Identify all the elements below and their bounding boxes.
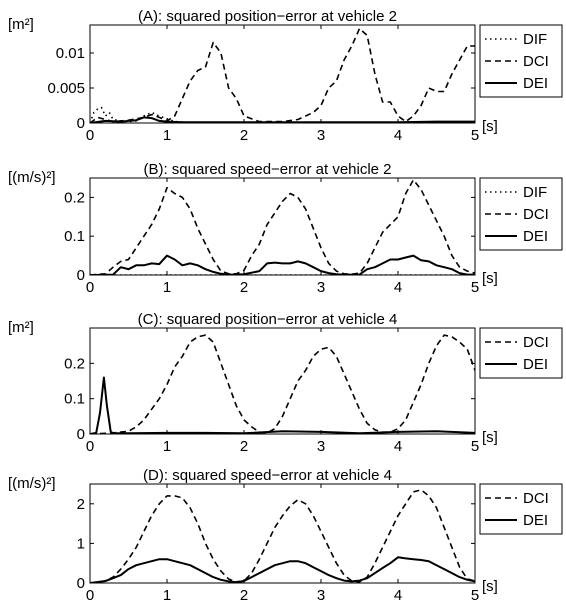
series-line-dci	[90, 27, 475, 123]
x-tick-label: 2	[240, 438, 248, 455]
series-line-dci	[90, 489, 475, 583]
panel-title: (C): squared position−error at vehicle 4	[138, 311, 398, 328]
x-tick-label: 3	[317, 438, 325, 455]
y-tick-label: 0.1	[64, 391, 85, 408]
legend-label: DCI	[523, 206, 549, 223]
panel-a: (A): squared position−error at vehicle 2…	[8, 8, 563, 144]
x-tick-label: 1	[163, 587, 171, 604]
x-tick-label: 5	[471, 279, 479, 296]
y-tick-label: 0	[77, 575, 85, 592]
legend-box	[479, 327, 563, 379]
legend-label: DCI	[523, 490, 549, 507]
x-tick-label: 4	[394, 438, 402, 455]
series-line-dei	[90, 254, 475, 275]
x-unit-label: [s]	[482, 118, 498, 135]
plot-frame	[89, 483, 476, 584]
legend-box	[479, 177, 563, 251]
x-tick-label: 2	[240, 279, 248, 296]
x-tick-label: 0	[86, 279, 94, 296]
legend-label: DEI	[523, 228, 548, 245]
legend-label: DEI	[523, 75, 548, 92]
x-tick-label: 3	[317, 587, 325, 604]
legend-label: DIF	[523, 184, 547, 201]
legend-box	[479, 24, 563, 98]
y-unit-label: [(m/s)²]	[8, 169, 55, 186]
x-unit-label: [s]	[482, 578, 498, 595]
y-tick-label: 2	[77, 496, 85, 513]
x-tick-label: 5	[471, 438, 479, 455]
plot-frame	[89, 327, 476, 435]
x-tick-label: 1	[163, 438, 171, 455]
y-tick-label: 0	[77, 426, 85, 443]
x-tick-label: 5	[471, 587, 479, 604]
plot-frame	[89, 177, 476, 276]
x-tick-label: 0	[86, 587, 94, 604]
y-unit-label: [m²]	[8, 319, 34, 336]
x-tick-label: 0	[86, 127, 94, 144]
series-line-dei	[90, 556, 475, 583]
y-tick-label: 0.1	[64, 228, 85, 245]
x-tick-label: 1	[163, 127, 171, 144]
y-tick-label: 0	[77, 267, 85, 284]
legend-label: DCI	[523, 53, 549, 70]
panel-title: (D): squared speed−error at vehicle 4	[143, 467, 392, 484]
panel-c: (C): squared position−error at vehicle 4…	[8, 311, 563, 455]
x-tick-label: 3	[317, 127, 325, 144]
plot-frame	[89, 24, 476, 124]
x-tick-label: 0	[86, 438, 94, 455]
series-line-dci	[90, 179, 475, 275]
panel-b: (B): squared speed−error at vehicle 2 [(m…	[8, 161, 563, 296]
legend-label: DEI	[523, 512, 548, 529]
legend-box	[479, 483, 563, 535]
y-tick-label: 0.005	[47, 80, 85, 97]
x-tick-label: 5	[471, 127, 479, 144]
y-tick-label: 1	[77, 535, 85, 552]
series-line-dei	[90, 116, 475, 123]
x-tick-label: 4	[394, 127, 402, 144]
panel-d: (D): squared speed−error at vehicle 4 [(m…	[8, 467, 563, 604]
series-line-dci	[90, 334, 475, 434]
x-tick-label: 4	[394, 587, 402, 604]
legend-label: DCI	[523, 334, 549, 351]
x-tick-label: 3	[317, 279, 325, 296]
x-tick-label: 4	[394, 279, 402, 296]
panel-title: (A): squared position−error at vehicle 2	[138, 8, 397, 25]
y-tick-label: 0.2	[64, 355, 85, 372]
x-tick-label: 1	[163, 279, 171, 296]
y-tick-label: 0.2	[64, 189, 85, 206]
x-tick-label: 2	[240, 587, 248, 604]
y-unit-label: [m²]	[8, 16, 34, 33]
x-tick-label: 2	[240, 127, 248, 144]
series-line-dei	[90, 376, 475, 434]
y-tick-label: 0.01	[56, 45, 85, 62]
y-unit-label: [(m/s)²]	[8, 475, 55, 492]
legend-label: DEI	[523, 356, 548, 373]
x-unit-label: [s]	[482, 270, 498, 287]
y-tick-label: 0	[77, 115, 85, 132]
legend-label: DIF	[523, 31, 547, 48]
panel-title: (B): squared speed−error at vehicle 2	[143, 161, 391, 178]
x-unit-label: [s]	[482, 429, 498, 446]
